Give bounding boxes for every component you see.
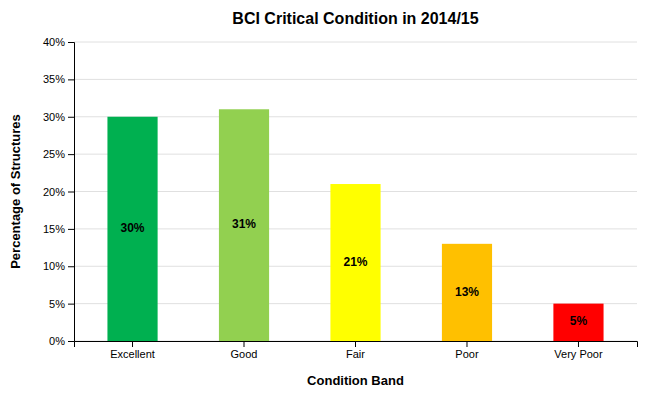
- tick-mark: [68, 79, 74, 80]
- grid-line: [74, 116, 637, 117]
- grid: [74, 42, 637, 341]
- tick-mark: [132, 341, 133, 347]
- tick-label: Excellent: [110, 348, 155, 360]
- tick-mark: [244, 341, 245, 347]
- tick-mark: [68, 304, 74, 305]
- data-label: 13%: [455, 285, 479, 299]
- tick-mark: [68, 341, 74, 342]
- bars: [107, 109, 603, 341]
- tick-mark: [68, 229, 74, 230]
- tick-mark: [355, 341, 356, 347]
- tick-label: 10%: [43, 260, 65, 272]
- tick-mark: [68, 192, 74, 193]
- tick-label: Good: [231, 348, 258, 360]
- tick-label: 5%: [49, 298, 65, 310]
- tick-mark: [466, 341, 467, 347]
- grid-line: [74, 79, 637, 80]
- tick-mark: [68, 42, 74, 43]
- chart: 0% 5% 10% 15% 20% 25% 30% 35% 40% Excellent Good Fa…: [0, 0, 657, 401]
- tick-label: 25%: [43, 148, 65, 160]
- tick-label: 0%: [49, 335, 65, 347]
- bar: [107, 117, 157, 341]
- tick: Very Poor: [554, 341, 603, 360]
- title: BCI Critical Condition in 2014/15: [232, 10, 478, 27]
- tick-label: 35%: [43, 73, 65, 85]
- data-labels: 30% 31% 21% 13% 5%: [121, 217, 588, 328]
- tick: 5%: [49, 298, 74, 310]
- data-label: 30%: [121, 221, 145, 235]
- tick: 25%: [43, 148, 74, 160]
- tick-mark: [68, 117, 74, 118]
- tick: 10%: [43, 260, 74, 272]
- tick: 40%: [43, 36, 74, 48]
- bar: [442, 244, 492, 341]
- tick: Fair: [346, 341, 365, 360]
- tick-label: 20%: [43, 186, 65, 198]
- tick-label: Fair: [346, 348, 365, 360]
- axis-line: [68, 43, 75, 342]
- tick-mark: [68, 154, 74, 155]
- data-label: 31%: [232, 217, 256, 231]
- x-axis-title: Condition Band: [307, 373, 404, 388]
- tick-mark: [578, 341, 579, 347]
- bar: [219, 109, 269, 341]
- bar: [330, 184, 380, 341]
- tick-label: 15%: [43, 223, 65, 235]
- tick-label: Very Poor: [554, 348, 603, 360]
- tick-label: 30%: [43, 111, 65, 123]
- tick-label: 40%: [43, 36, 65, 48]
- data-label: 21%: [343, 255, 367, 269]
- tick: 0%: [49, 335, 74, 347]
- tick: Excellent: [110, 341, 155, 360]
- tick-mark: [68, 266, 74, 267]
- data-label: 5%: [570, 314, 588, 328]
- y-axis: 0% 5% 10% 15% 20% 25% 30% 35% 40%: [43, 36, 75, 347]
- tick: 20%: [43, 186, 74, 198]
- axis-line: [75, 342, 638, 348]
- grid-line: [74, 42, 637, 43]
- tick: 35%: [43, 73, 74, 85]
- y-axis-title: Percentage of Structures: [8, 114, 23, 269]
- tick: Poor: [455, 341, 479, 360]
- tick: 30%: [43, 111, 74, 123]
- grid-line: [74, 154, 637, 155]
- tick: 15%: [43, 223, 74, 235]
- bar: [553, 304, 603, 341]
- tick: Good: [231, 341, 258, 360]
- x-axis: Excellent Good Fair Poor Very Poor: [75, 341, 638, 360]
- tick-label: Poor: [455, 348, 479, 360]
